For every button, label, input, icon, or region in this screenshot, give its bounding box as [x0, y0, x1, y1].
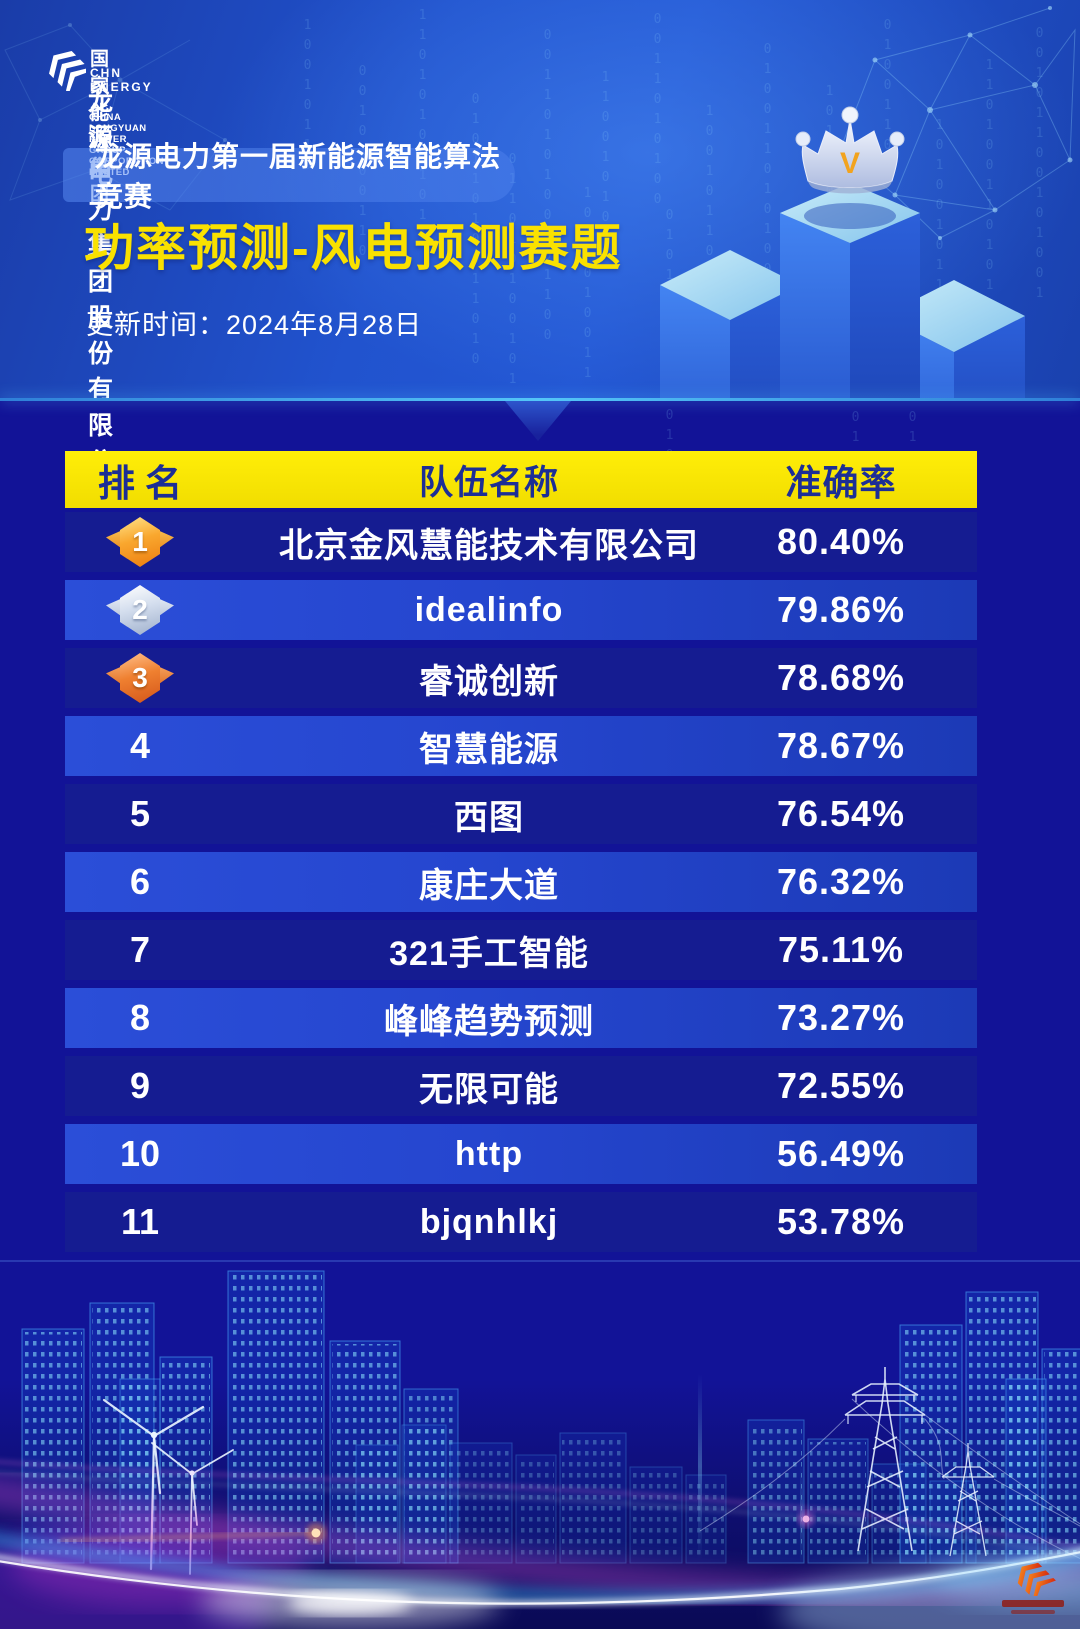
building: [515, 1454, 557, 1564]
binary-column: 011010100101: [505, 152, 520, 392]
team-name: 康庄大道: [419, 866, 559, 905]
team-name: 北京金风慧能技术有限公司: [279, 526, 699, 565]
building: [807, 1438, 869, 1564]
accuracy-value: 78.67%: [776, 725, 906, 766]
leaderboard-row-2: 2 idealinfo 79.86%: [65, 576, 977, 644]
accuracy-value: 76.32%: [776, 861, 906, 902]
team-name: idealinfo: [414, 590, 564, 629]
accuracy-value: 73.27%: [776, 997, 906, 1038]
leaderboard-row-1: 1 北京金风慧能技术有限公司 80.40%: [65, 508, 977, 576]
competition-name: 龙源电力第一届新能源智能算法竞赛: [95, 141, 502, 212]
leaderboard-row-8: 8 峰峰趋势预测 73.27%: [65, 984, 977, 1052]
silver-medal-icon: 2: [105, 581, 175, 639]
footer-logo-text-bar: [1002, 1600, 1064, 1607]
leaderboard-row-7: 7 321手工智能 75.11%: [65, 916, 977, 984]
rank-number: 8: [129, 997, 151, 1038]
bronze-medal-icon: 3: [105, 649, 175, 707]
team-name: 智慧能源: [419, 730, 559, 769]
team-name: 睿诚创新: [419, 662, 559, 701]
binary-column: 1011010011: [580, 186, 595, 386]
leaderboard-row-4: 4 智慧能源 78.67%: [65, 712, 977, 780]
binary-column: 110100110101: [982, 58, 997, 298]
leaderboard-header: 排 名 队伍名称 准确率: [65, 451, 977, 508]
accuracy-value: 80.40%: [776, 521, 906, 562]
team-name: bjqnhlkj: [419, 1202, 559, 1241]
page-title: 功率预测-风电预测赛题: [84, 220, 623, 276]
building: [1005, 1378, 1047, 1564]
rank-number: 6: [129, 861, 151, 902]
accuracy-value: 72.55%: [776, 1065, 906, 1106]
crown-icon: V: [795, 106, 905, 194]
accuracy-value: 78.68%: [776, 657, 906, 698]
rank-number: 7: [129, 929, 151, 970]
accuracy-value: 75.11%: [777, 929, 905, 970]
building: [629, 1466, 683, 1564]
building: [21, 1328, 85, 1564]
leaderboard: 排 名 队伍名称 准确率 1 北京金风慧能技术有限公司 80.40% 2 idealin…: [65, 451, 977, 1256]
chn-energy-logo-icon: [49, 51, 86, 91]
svg-text:V: V: [840, 147, 860, 180]
accuracy-value: 79.86%: [776, 589, 906, 630]
leaderboard-row-11: 11 bjqnhlkj 53.78%: [65, 1188, 977, 1256]
group-name-en: CHN ENERGY: [90, 66, 153, 94]
leaderboard-row-3: 3 睿诚创新 78.68%: [65, 644, 977, 712]
binary-column: 0011010100101100: [540, 28, 555, 348]
leaderboard-row-9: 9 无限可能 72.55%: [65, 1052, 977, 1120]
leaderboard-body: 1 北京金风慧能技术有限公司 80.40% 2 idealinfo 79.86% 3 睿诚创新…: [65, 508, 977, 1256]
accuracy-value: 53.78%: [776, 1201, 906, 1242]
footer-logo-subtext-bar: [1011, 1610, 1055, 1614]
gold-medal-icon: 1: [105, 513, 175, 571]
binary-column: 1010010110: [932, 118, 947, 318]
rank-number: 11: [120, 1201, 160, 1242]
building: [747, 1419, 805, 1564]
rank-number: 10: [119, 1133, 161, 1174]
leaderboard-row-6: 6 康庄大道 76.32%: [65, 848, 977, 916]
building: [559, 1432, 627, 1564]
footer-scene: [0, 1260, 1080, 1629]
building: [227, 1270, 325, 1564]
rank-number: 9: [129, 1065, 151, 1106]
leaderboard-row-5: 5 西图 76.54%: [65, 780, 977, 848]
medal-rank-number: 1: [120, 517, 160, 567]
update-time: 更新时间：2024年8月28日: [86, 310, 423, 340]
competition-name-banner: 龙源电力第一届新能源智能算法竞赛: [63, 141, 515, 212]
accuracy-value: 56.49%: [776, 1133, 906, 1174]
building: [1041, 1348, 1080, 1564]
rank-number: 5: [129, 793, 151, 834]
binary-column: 00101100101001: [1032, 26, 1047, 306]
column-header-accuracy: 准确率: [785, 461, 897, 503]
binary-column: 0011010100: [650, 12, 665, 212]
team-name: 321手工智能: [389, 934, 589, 973]
medal-rank-number: 3: [120, 653, 160, 703]
medal-rank-number: 2: [120, 585, 160, 635]
team-name: 无限可能: [419, 1070, 559, 1109]
leaderboard-row-10: 10 http 56.49%: [65, 1120, 977, 1188]
comet-glow: [59, 1511, 814, 1543]
binary-column: 11001010: [598, 70, 613, 230]
column-header-team: 队伍名称: [419, 464, 559, 502]
section-divider-line: [0, 398, 1080, 401]
podium-illustration: V: [660, 106, 1025, 401]
building: [685, 1474, 727, 1564]
team-name: 峰峰趋势预测: [384, 1002, 594, 1041]
team-name: http: [454, 1134, 524, 1173]
light-streaks: [0, 1460, 1080, 1629]
column-header-rank: 排 名: [97, 462, 183, 504]
chevron-down-icon: [505, 401, 571, 441]
accuracy-value: 76.54%: [776, 793, 906, 834]
chn-energy-logo-orange-icon: [1017, 1562, 1056, 1596]
rank-number: 4: [129, 725, 151, 766]
binary-column: 01001101010010: [760, 42, 775, 322]
team-name: 西图: [454, 798, 524, 837]
hero-section: 1001011000101001101101010010110101101001…: [0, 0, 1080, 570]
building: [401, 1424, 447, 1564]
building: [449, 1442, 513, 1564]
binary-column: 10010110: [300, 18, 315, 178]
footer-brand: [998, 1560, 1068, 1614]
